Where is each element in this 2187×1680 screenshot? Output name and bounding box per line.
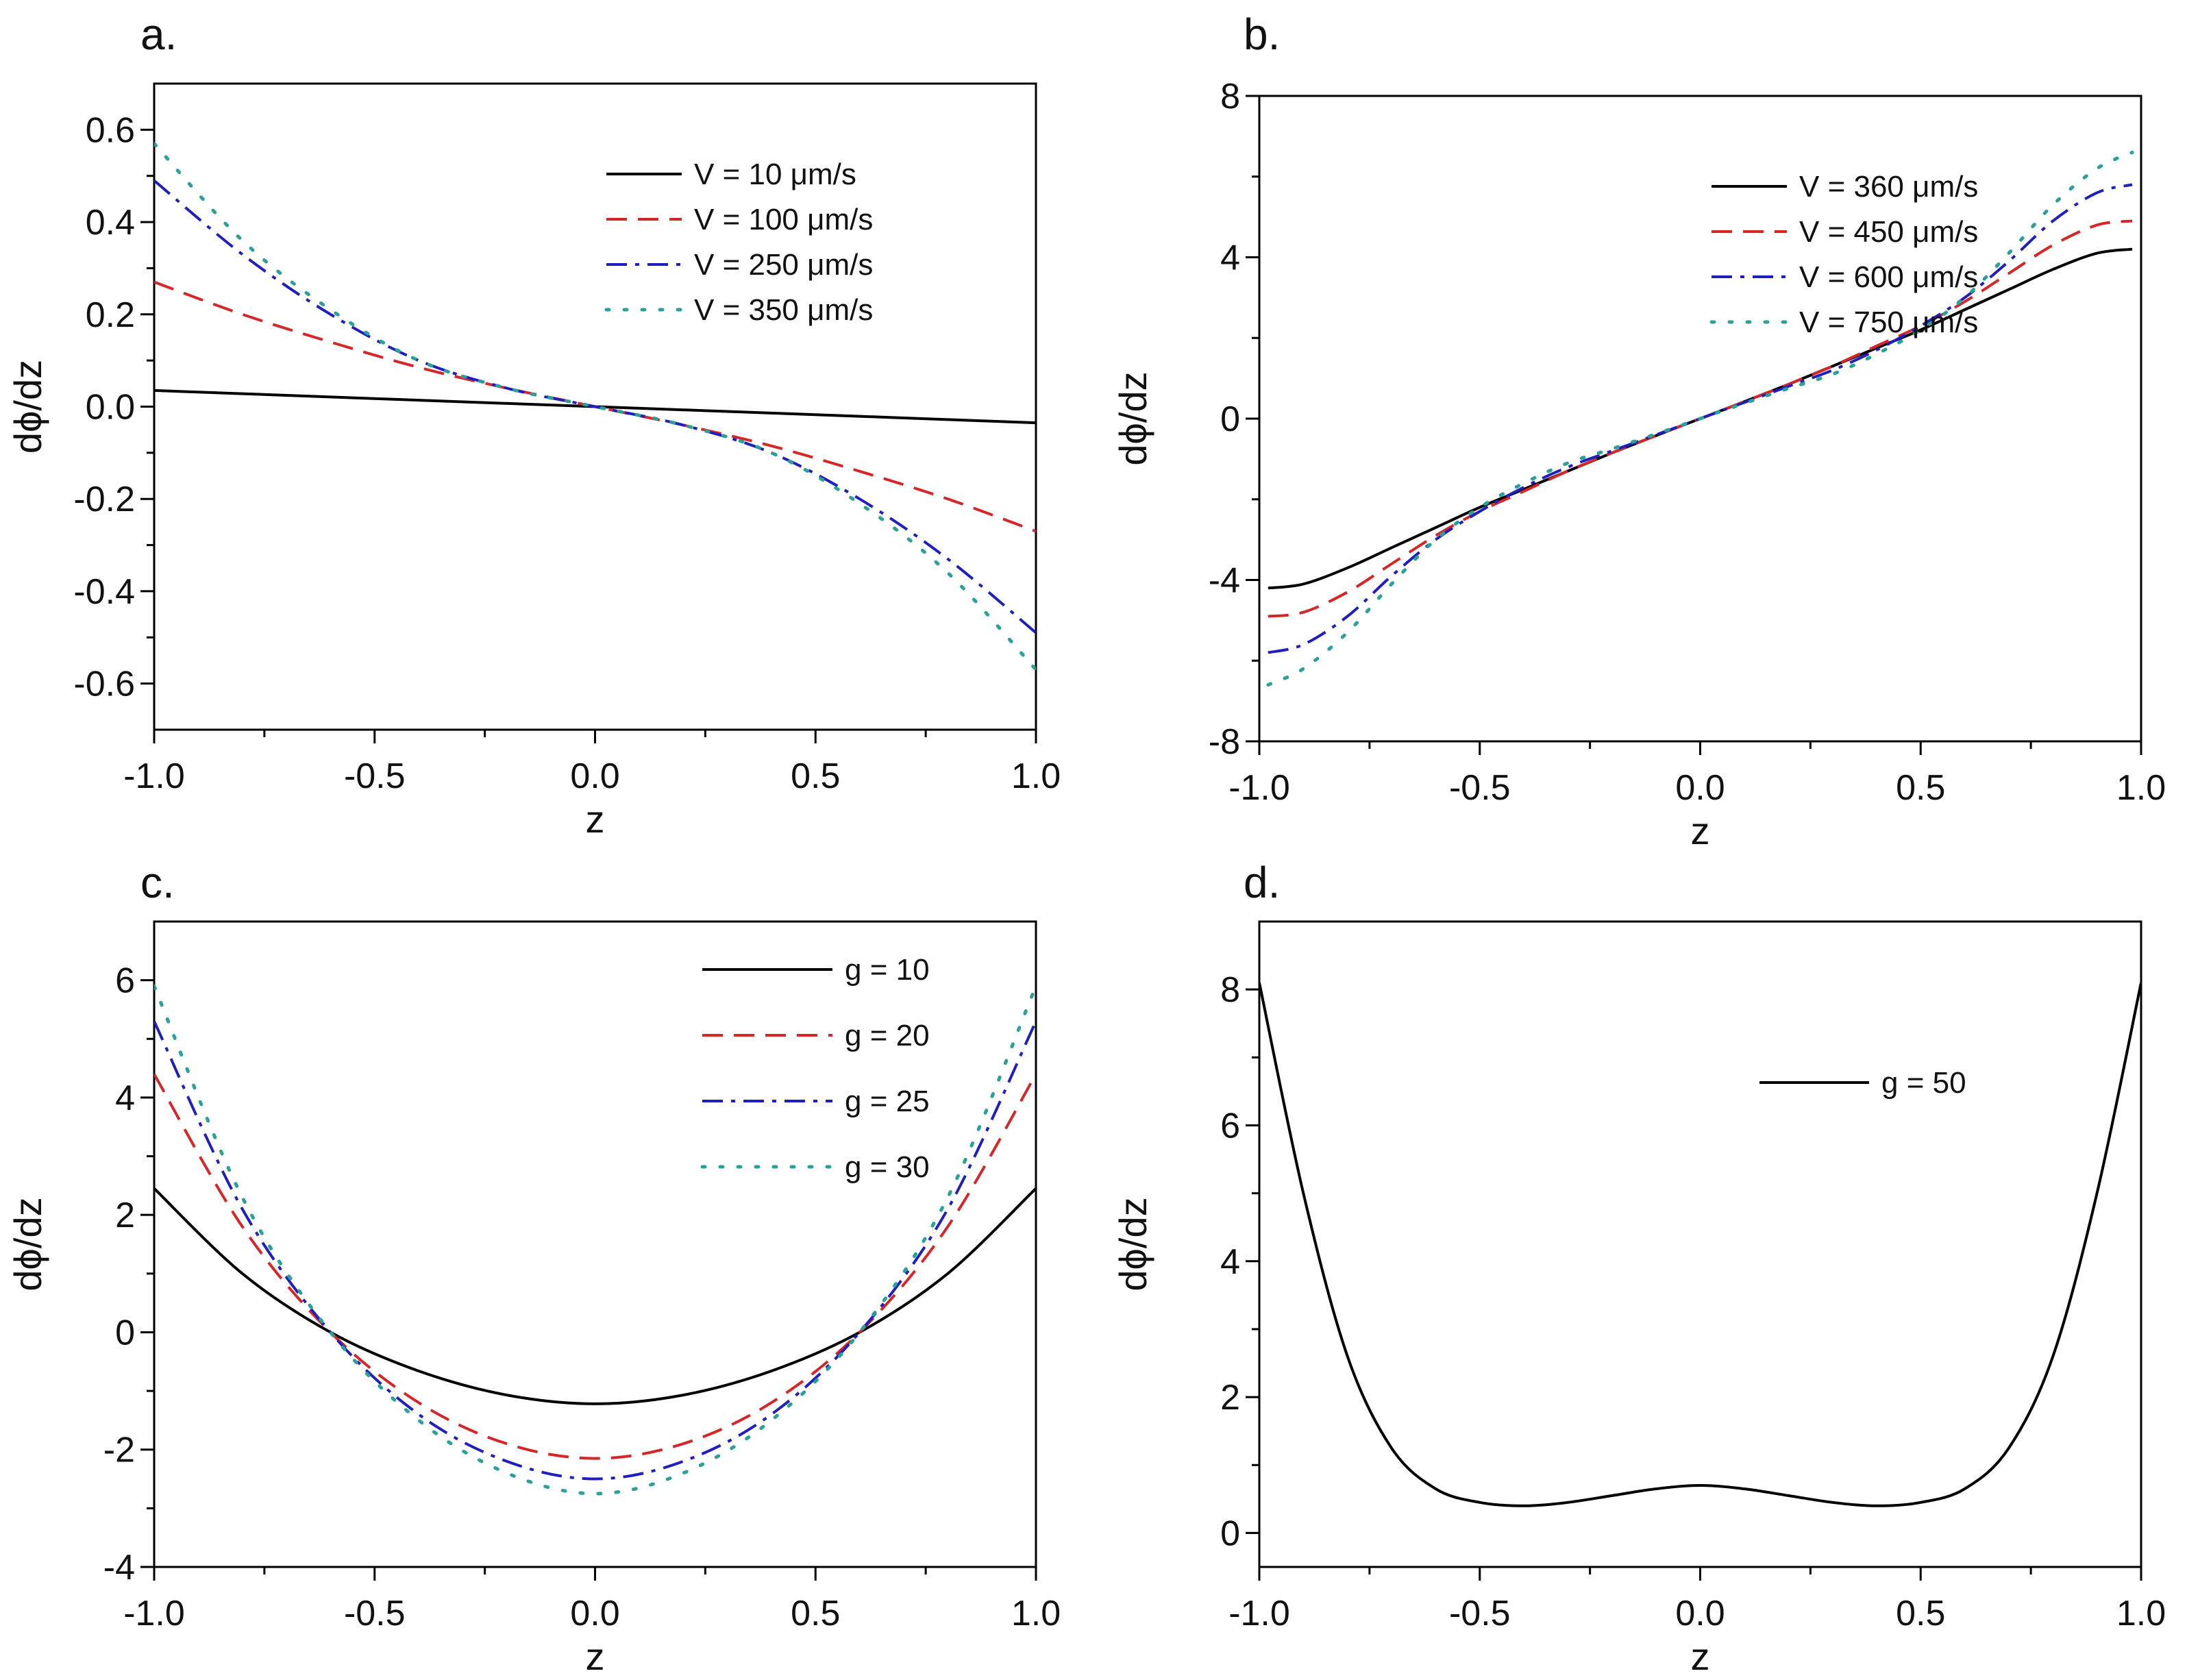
- y-axis-label: dϕ/dz: [1111, 371, 1154, 465]
- panel-label: a.: [140, 10, 177, 59]
- legend-label: g = 20: [845, 1019, 930, 1052]
- series-line-1: [154, 1187, 1036, 1405]
- y-tick-label: 0: [1220, 1514, 1240, 1553]
- panel-d: d. -1.0 -0.5 0.0 0.5 1.0 0 2 4 6 8 z dϕ/dz g = 50: [1111, 858, 2166, 1678]
- y-axis-label: dϕ/dz: [6, 1197, 49, 1291]
- y-tick-label: 6: [115, 961, 135, 1001]
- legend-label: V = 250 μm/s: [694, 248, 873, 282]
- y-tick-label: -0.4: [73, 572, 135, 612]
- x-tick-label: 0.0: [570, 1594, 619, 1633]
- x-axis-label: z: [1691, 1635, 1710, 1678]
- x-tick-label: 1.0: [2116, 768, 2166, 808]
- y-tick-label: -8: [1209, 722, 1240, 762]
- x-tick-label: 0.5: [791, 756, 840, 796]
- x-tick-label: 0.0: [1675, 768, 1725, 808]
- series-line-2: [154, 1073, 1036, 1460]
- y-tick-label: 4: [1220, 1242, 1240, 1282]
- x-tick-label: 1.0: [2116, 1594, 2166, 1633]
- legend-label: V = 350 μm/s: [694, 293, 873, 327]
- y-tick-label: 8: [1220, 77, 1240, 116]
- legend-label: V = 10 μm/s: [694, 158, 856, 191]
- x-axis-label: z: [586, 1635, 605, 1678]
- legend: g = 50: [1759, 1066, 1966, 1100]
- legend-label: g = 25: [845, 1085, 930, 1118]
- x-tick-label: -0.5: [344, 756, 406, 796]
- y-tick-label: 0.6: [86, 110, 135, 150]
- y-tick-label: 2: [1220, 1378, 1240, 1418]
- panel-label: b.: [1244, 10, 1280, 59]
- panel-a: a. -1.0 -0.5 0.0 0.5 1.0 -0.6 -0.4 -0.2 0.0 0.2 0.4…: [6, 10, 1061, 841]
- x-tick-label: 1.0: [1011, 756, 1061, 796]
- x-tick-label: 0.0: [570, 756, 619, 796]
- panel-label: c.: [140, 858, 175, 907]
- series-line-3: [154, 1020, 1036, 1481]
- x-tick-label: 0.5: [1896, 1594, 1945, 1633]
- x-tick-label: 0.5: [791, 1594, 840, 1633]
- series-line-4: [154, 984, 1036, 1496]
- x-tick-label: -1.0: [123, 756, 185, 796]
- x-tick-label: 1.0: [1011, 1594, 1061, 1633]
- y-tick-label: -0.2: [73, 480, 135, 519]
- legend: V = 10 μm/s V = 100 μm/s V = 250 μm/s V = 3…: [604, 158, 873, 327]
- panel-b: b. -1.0 -0.5 0.0 0.5 1.0 -8 -4 0 4 8 z dϕ/dz V = 360 …: [1111, 10, 2166, 852]
- y-tick-label: 8: [1220, 970, 1240, 1010]
- y-tick-label: 4: [1220, 238, 1240, 278]
- series-line-3: [154, 179, 1036, 634]
- x-tick-label: -0.5: [344, 1594, 406, 1633]
- x-tick-label: -1.0: [1228, 768, 1290, 808]
- y-tick-label: 4: [115, 1078, 135, 1118]
- y-tick-label: -4: [1209, 561, 1240, 601]
- y-axis-label: dϕ/dz: [6, 360, 49, 454]
- y-tick-label: 0.0: [86, 388, 135, 428]
- y-tick-label: 0.4: [86, 203, 135, 243]
- x-tick-label: 0.0: [1675, 1594, 1725, 1633]
- legend-label: V = 450 μm/s: [1799, 215, 1978, 249]
- y-tick-label: -4: [103, 1548, 135, 1588]
- x-tick-label: -0.5: [1449, 768, 1511, 808]
- y-tick-label: -0.6: [73, 665, 135, 704]
- y-tick-label: 0: [1220, 399, 1240, 439]
- x-axis-label: z: [1691, 809, 1710, 852]
- x-tick-label: -1.0: [123, 1594, 185, 1633]
- series-line-4: [154, 142, 1036, 671]
- y-tick-label: 0: [115, 1313, 135, 1352]
- y-tick-label: 2: [115, 1196, 135, 1235]
- x-tick-label: -1.0: [1228, 1594, 1290, 1633]
- series-line-4: [1266, 150, 2134, 687]
- legend-label: V = 600 μm/s: [1799, 260, 1978, 294]
- x-tick-label: -0.5: [1449, 1594, 1511, 1633]
- legend-label: g = 10: [845, 953, 930, 987]
- y-axis-label: dϕ/dz: [1111, 1197, 1154, 1291]
- x-axis-label: z: [586, 798, 605, 841]
- plot-frame: [1258, 920, 2142, 1568]
- legend: g = 10 g = 20 g = 25 g = 30: [700, 953, 930, 1184]
- y-tick-label: -2: [103, 1431, 135, 1470]
- legend-label: g = 30: [845, 1150, 930, 1184]
- series-line-1: [1259, 982, 2141, 1507]
- legend-label: g = 50: [1881, 1066, 1966, 1100]
- legend-label: V = 750 μm/s: [1799, 306, 1978, 339]
- legend-label: V = 360 μm/s: [1799, 170, 1978, 203]
- panel-label: d.: [1244, 858, 1280, 907]
- x-tick-label: 0.5: [1896, 768, 1945, 808]
- y-tick-label: 6: [1220, 1106, 1240, 1146]
- y-tick-label: 0.2: [86, 295, 135, 335]
- legend: V = 360 μm/s V = 450 μm/s V = 600 μm/s V = …: [1709, 170, 1978, 339]
- legend-label: V = 100 μm/s: [694, 203, 873, 236]
